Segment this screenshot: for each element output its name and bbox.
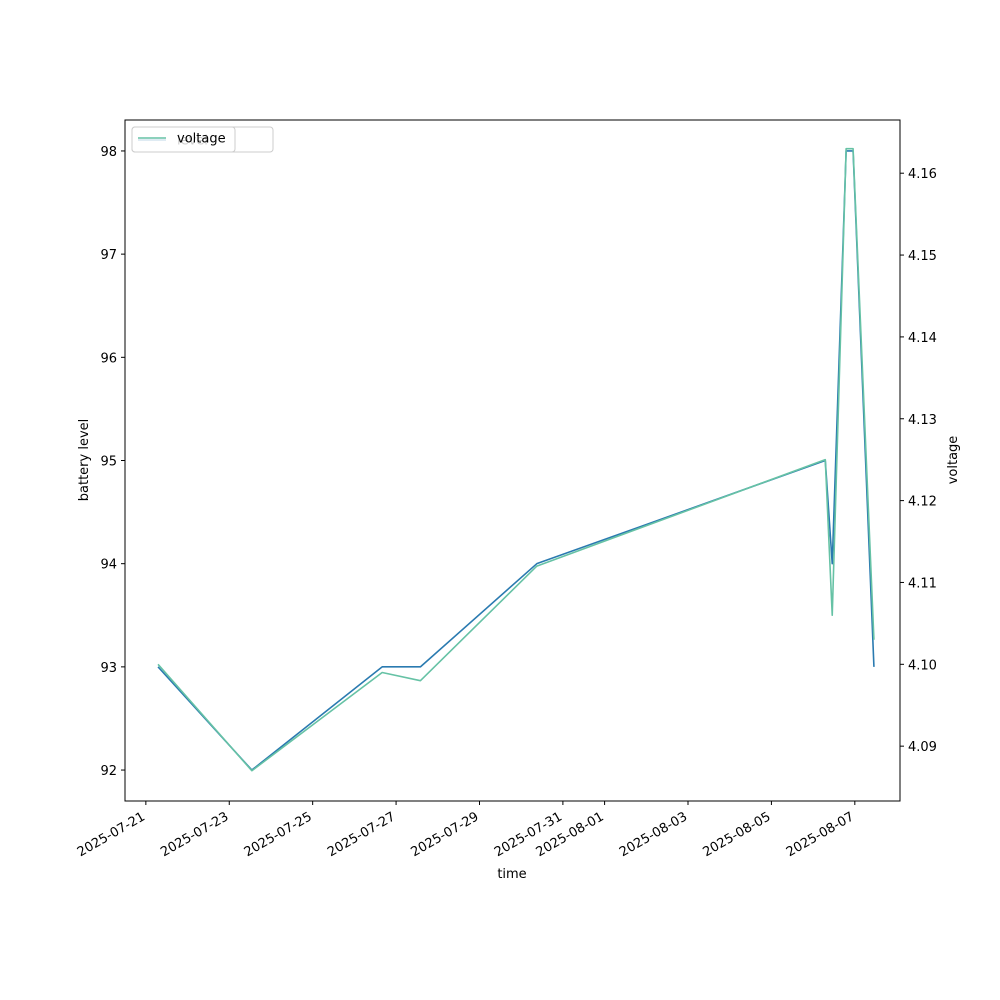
y-right-tick-label: 4.16 bbox=[908, 167, 937, 182]
x-axis-label: time bbox=[497, 867, 526, 882]
x-tick-label: 2025-08-03 bbox=[617, 809, 690, 860]
plot-area-frame bbox=[124, 119, 901, 802]
x-axis: 2025-07-21 2025-07-23 2025-07-25 2025-07-27… bbox=[75, 801, 857, 860]
legend: level voltage bbox=[131, 126, 274, 153]
y-axis-right-label: voltage bbox=[946, 436, 961, 485]
x-tick-label: 2025-07-21 bbox=[75, 809, 148, 860]
y-right-tick-label: 4.11 bbox=[908, 576, 937, 591]
x-tick-label: 2025-07-27 bbox=[325, 809, 398, 860]
x-tick-label: 2025-07-25 bbox=[242, 809, 315, 860]
y-axis-left: 92 93 94 95 96 97 98 bbox=[100, 145, 125, 779]
series-line-voltage bbox=[157, 147, 875, 772]
y-right-tick-label: 4.14 bbox=[908, 331, 937, 346]
y-left-tick-label: 93 bbox=[100, 661, 117, 676]
y-right-tick-label: 4.10 bbox=[908, 658, 937, 673]
series-line-level bbox=[157, 150, 875, 771]
y-right-tick-label: 4.12 bbox=[908, 495, 937, 510]
y-left-tick-label: 96 bbox=[100, 351, 117, 366]
y-left-tick-label: 94 bbox=[100, 558, 117, 573]
y-axis-left-label: battery level bbox=[77, 419, 92, 502]
series-layer bbox=[157, 147, 875, 772]
y-right-tick-label: 4.13 bbox=[908, 413, 937, 428]
y-left-tick-label: 92 bbox=[100, 764, 117, 779]
legend-box-voltage bbox=[131, 126, 236, 153]
x-tick-label: 2025-08-07 bbox=[784, 809, 857, 860]
x-tick-label: 2025-07-23 bbox=[158, 809, 231, 860]
y-right-tick-label: 4.15 bbox=[908, 249, 937, 264]
legend-label-voltage: voltage bbox=[177, 132, 226, 147]
y-left-tick-label: 97 bbox=[100, 248, 117, 263]
y-axis-right: 4.09 4.10 4.11 4.12 4.13 4.14 4.15 4.16 bbox=[900, 167, 937, 755]
y-right-tick-label: 4.09 bbox=[908, 740, 937, 755]
y-left-tick-label: 98 bbox=[100, 145, 117, 160]
x-tick-label: 2025-07-29 bbox=[409, 809, 482, 860]
y-left-tick-label: 95 bbox=[100, 455, 117, 470]
x-tick-label: 2025-08-05 bbox=[700, 809, 773, 860]
